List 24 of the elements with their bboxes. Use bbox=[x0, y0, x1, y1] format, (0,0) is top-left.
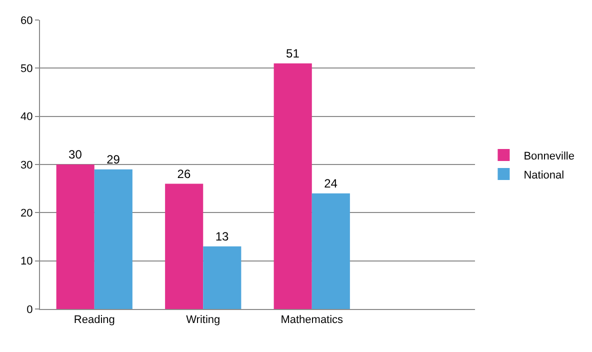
data-label: 13 bbox=[215, 229, 229, 244]
bar bbox=[56, 164, 94, 309]
bar bbox=[165, 184, 204, 309]
data-label: 30 bbox=[68, 148, 82, 162]
x-tick-label: Writing bbox=[186, 314, 220, 326]
legend-label: National bbox=[524, 169, 564, 182]
y-tick-label: 10 bbox=[20, 256, 33, 268]
y-tick-label: 0 bbox=[26, 304, 33, 316]
x-tick-label: Mathematics bbox=[280, 314, 344, 326]
y-tick-label: 60 bbox=[20, 14, 33, 27]
x-tick-label: Reading bbox=[74, 314, 115, 326]
data-label: 26 bbox=[177, 166, 191, 181]
data-label: 29 bbox=[106, 152, 120, 166]
bar bbox=[94, 169, 132, 309]
bar bbox=[312, 193, 350, 309]
y-tick-label: 20 bbox=[20, 208, 33, 220]
legend-label: Bonneville bbox=[524, 150, 574, 162]
data-label: 51 bbox=[286, 46, 300, 60]
bar bbox=[274, 63, 312, 309]
y-tick-label: 30 bbox=[20, 159, 33, 172]
y-tick-label: 40 bbox=[20, 111, 33, 124]
y-tick-label: 50 bbox=[20, 63, 33, 76]
bar bbox=[203, 246, 242, 309]
data-label: 24 bbox=[324, 176, 338, 190]
